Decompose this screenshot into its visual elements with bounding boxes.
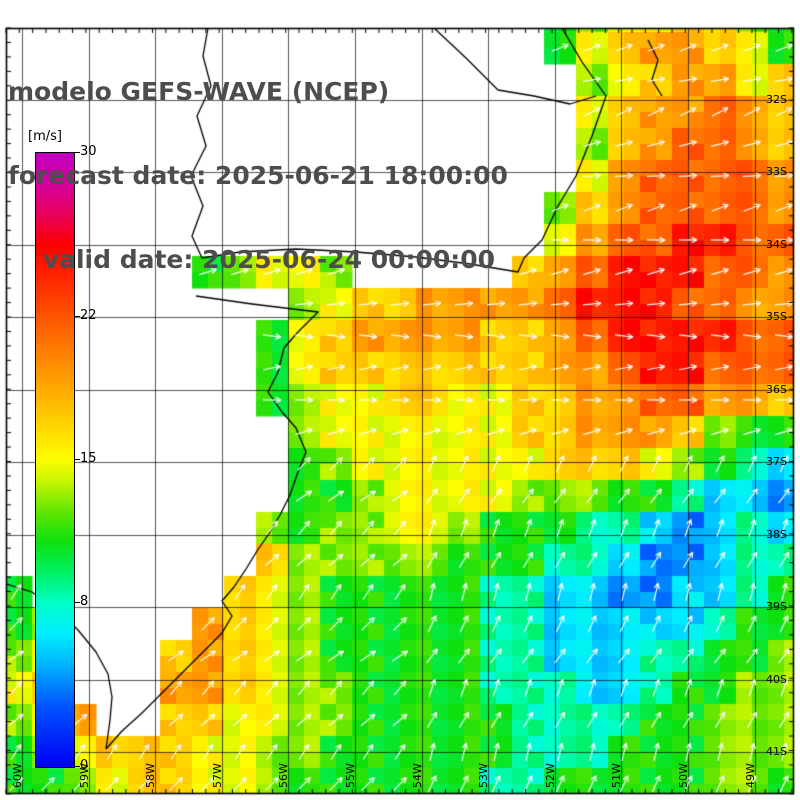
lat-label: 40S (766, 673, 787, 686)
lon-label: 49W (744, 763, 757, 788)
lat-label: 39S (766, 600, 787, 613)
model-title: modelo GEFS-WAVE (NCEP) (8, 77, 390, 106)
forecast-date: forecast date: 2025-06-21 18:00:00 (8, 161, 508, 190)
colorbar-tick-label: 22 (80, 307, 97, 323)
lat-label: 41S (766, 745, 787, 758)
lat-label: 32S (766, 93, 787, 106)
colorbar-unit-label: [m/s] (28, 129, 62, 144)
lon-label: 60W (11, 763, 24, 788)
lon-label: 52W (544, 763, 557, 788)
valid-date: valid date: 2025-06-24 00:00:00 (8, 245, 496, 274)
lat-label: 36S (766, 383, 787, 396)
colorbar-tick-mark (74, 152, 80, 153)
colorbar-tick-label: 8 (80, 594, 89, 610)
lat-label: 35S (766, 310, 787, 323)
lat-label: 33S (766, 165, 787, 178)
colorbar-tick-label: 15 (80, 451, 97, 466)
lon-label: 53W (477, 763, 490, 788)
colorbar-tick-mark (74, 459, 80, 460)
lon-label: 55W (344, 763, 357, 788)
lat-label: 38S (766, 528, 787, 541)
colorbar-tick-label: 0 (80, 758, 89, 773)
lon-label: 54W (411, 763, 424, 788)
colorbar-tick-mark (74, 766, 80, 767)
lat-label: 37S (766, 455, 787, 468)
lon-label: 58W (144, 763, 157, 788)
lon-label: 57W (211, 763, 224, 788)
colorbar-tick-label: 30 (80, 144, 97, 159)
lat-label: 34S (766, 238, 787, 251)
lon-label: 56W (277, 763, 290, 788)
colorbar-tick-mark (74, 602, 80, 604)
colorbar-tick-mark (74, 315, 80, 317)
lon-label: 51W (610, 763, 623, 788)
colorbar (35, 152, 75, 768)
lon-label: 50W (677, 763, 690, 788)
title-block: modelo GEFS-WAVE (NCEP) forecast date: 2… (8, 22, 508, 330)
